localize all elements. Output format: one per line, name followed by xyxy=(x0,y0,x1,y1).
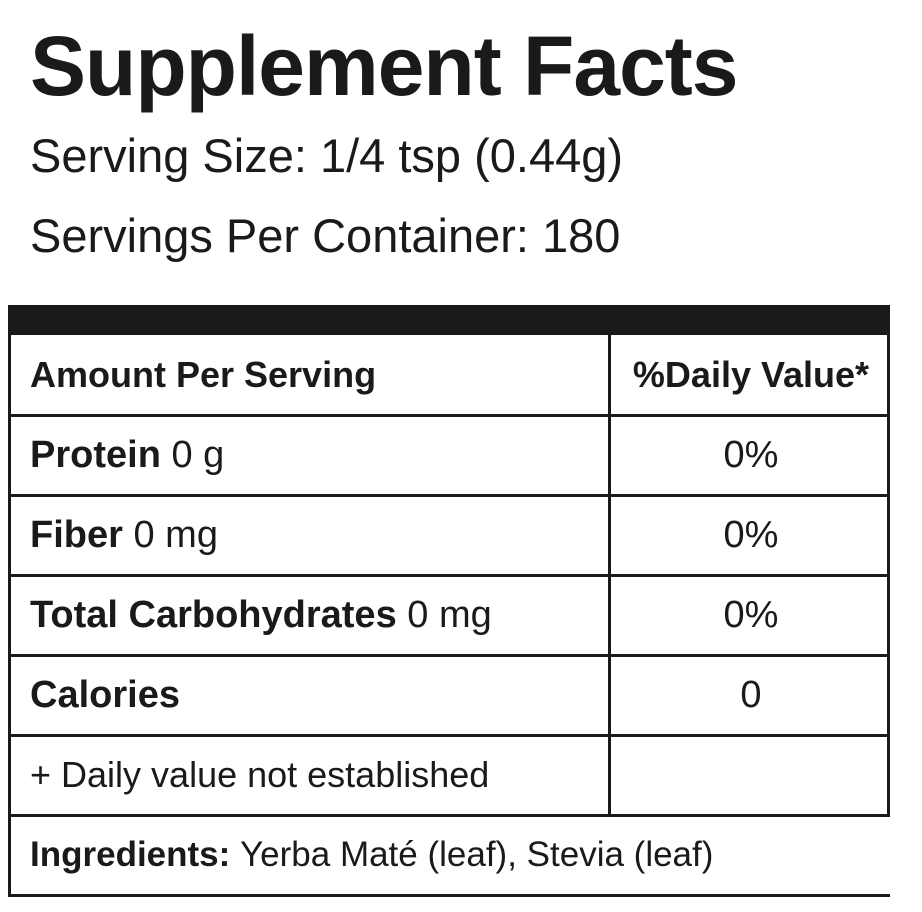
nutrient-amount: 0 g xyxy=(171,433,225,476)
divider-bar xyxy=(8,305,890,335)
ingredients: Ingredients: Yerba Maté (leaf), Stevia (… xyxy=(30,815,713,895)
nutrient: Calories xyxy=(30,655,180,735)
daily-value: 0% xyxy=(723,433,779,476)
nutrient: Fiber 0 mg xyxy=(30,495,218,575)
nutrient-amount: 0 mg xyxy=(407,593,492,636)
row-line xyxy=(8,574,890,577)
header-dv: %Daily Value* xyxy=(632,354,870,395)
daily-value: 0% xyxy=(723,513,779,556)
nutrient-name: Calories xyxy=(30,673,180,716)
daily-value: 0% xyxy=(723,593,779,636)
row-line xyxy=(8,894,890,897)
servings-per-container: Servings Per Container: 180 xyxy=(30,209,621,262)
row-line xyxy=(8,414,890,417)
daily-value: 0 xyxy=(740,673,762,716)
row-line xyxy=(8,814,890,817)
header-amount: Amount Per Serving xyxy=(30,354,377,395)
nutrient: Protein 0 g xyxy=(30,415,224,495)
row-line xyxy=(8,654,890,657)
border xyxy=(8,335,11,895)
nutrient-amount: 0 mg xyxy=(133,513,218,556)
footnote: + Daily value not established xyxy=(30,754,490,795)
serving-size: Serving Size: 1/4 tsp (0.44g) xyxy=(30,129,624,182)
ingredients-label: Ingredients: xyxy=(30,835,231,874)
nutrient-name: Fiber xyxy=(30,513,123,556)
ingredients-text: Yerba Maté (leaf), Stevia (leaf) xyxy=(240,835,714,874)
row-line xyxy=(8,734,890,737)
title: Supplement Facts xyxy=(30,19,738,113)
nutrient: Total Carbohydrates 0 mg xyxy=(30,575,492,655)
row-line xyxy=(8,494,890,497)
nutrient-name: Total Carbohydrates xyxy=(30,593,397,636)
nutrient-name: Protein xyxy=(30,433,161,476)
